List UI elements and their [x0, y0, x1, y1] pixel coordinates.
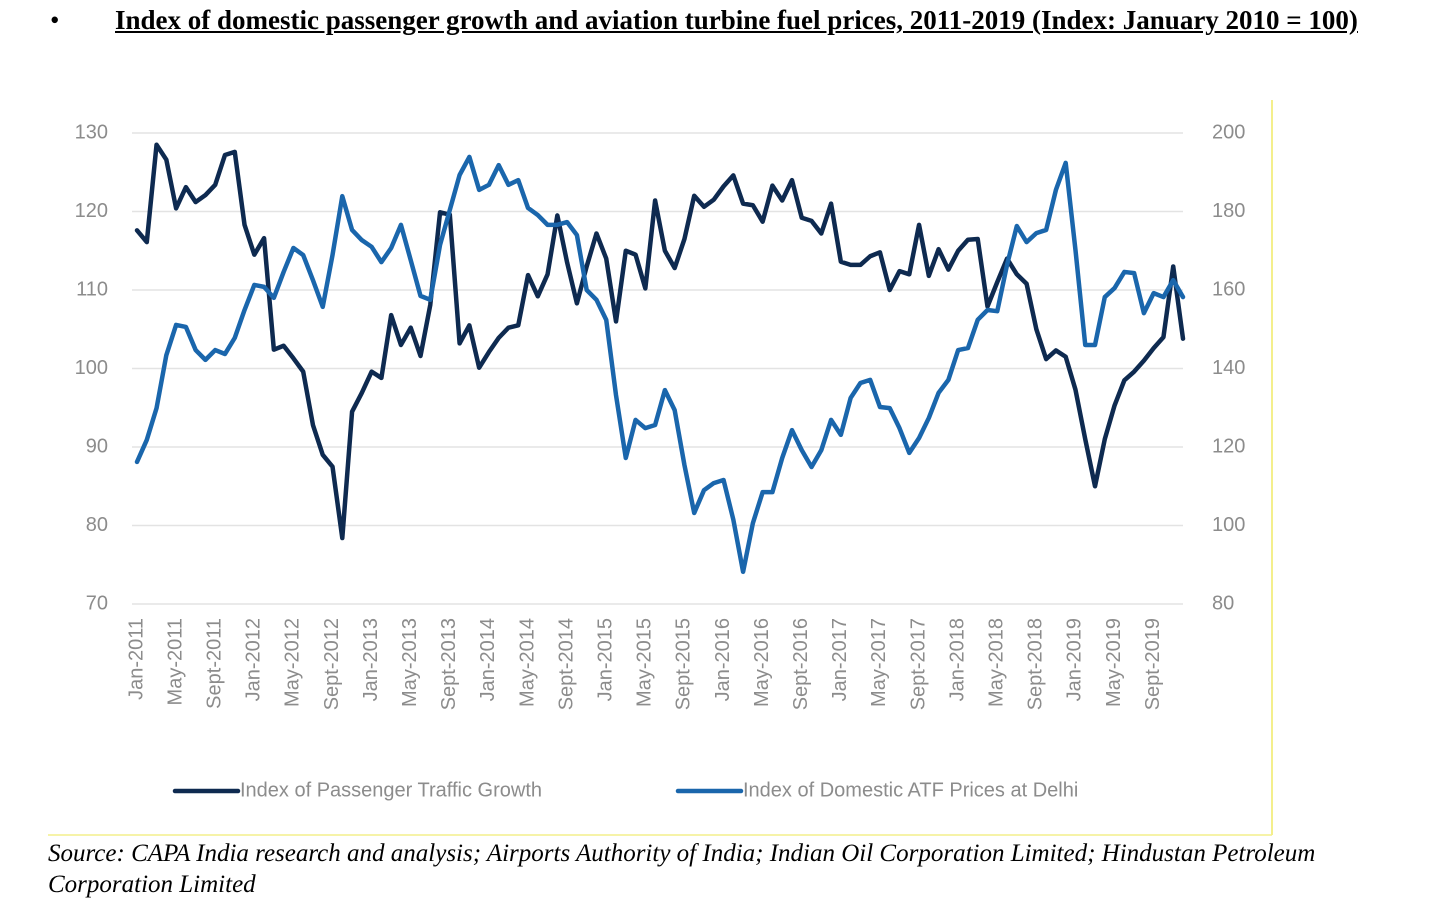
x-tick-label: Sept-2014	[555, 618, 577, 710]
x-tick-label: Sept-2017	[907, 618, 929, 710]
x-tick-label: May-2019	[1103, 618, 1125, 707]
x-tick-label: May-2013	[399, 618, 421, 707]
x-tick-label: Sept-2011	[203, 618, 225, 709]
x-tick-label: Sept-2012	[321, 618, 343, 710]
y-tick-label: 80	[86, 514, 108, 536]
x-tick-label: Sept-2018	[1025, 618, 1047, 710]
x-tick-label: Sept-2016	[790, 618, 812, 710]
x-tick-label: May-2011	[164, 618, 186, 705]
legend-label: Index of Domestic ATF Prices at Delhi	[743, 779, 1078, 801]
y-tick-label: 100	[75, 357, 108, 379]
y2-tick-label: 120	[1212, 435, 1245, 457]
series-line	[134, 154, 1186, 575]
source-note: Source: CAPA India research and analysis…	[48, 840, 1316, 898]
x-tick-label: May-2015	[634, 618, 656, 707]
series-line	[134, 142, 1186, 541]
y-tick-label: 130	[75, 121, 108, 143]
y-tick-label: 70	[86, 592, 108, 614]
x-tick-label: May-2016	[751, 618, 773, 707]
x-tick-label: Jan-2011	[125, 618, 147, 700]
chart-title: Index of domestic passenger growth and a…	[115, 5, 1358, 35]
chart: 70 80 90 100 110 120 130 80 100 120 140 160 180 200 Ja…	[48, 100, 1273, 836]
x-tick-label: Jan-2017	[829, 618, 851, 701]
y2-tick-label: 80	[1212, 592, 1234, 614]
x-tick-label: Jan-2015	[595, 618, 617, 701]
y-tick-label: 110	[76, 278, 108, 300]
x-tick-label: Jan-2013	[360, 618, 382, 701]
x-tick-label: May-2018	[986, 618, 1008, 707]
x-tick-label: Jan-2012	[243, 618, 265, 701]
y2-tick-label: 100	[1212, 514, 1245, 536]
y2-tick-label: 140	[1212, 357, 1245, 379]
x-tick-label: Jan-2018	[946, 618, 968, 701]
x-tick-label: Sept-2013	[438, 618, 460, 710]
x-tick-label: May-2017	[868, 618, 890, 707]
y-tick-label: 90	[86, 435, 108, 457]
x-tick-label: Sept-2019	[1142, 618, 1164, 710]
x-tick-label: Jan-2019	[1064, 618, 1086, 701]
y2-tick-label: 180	[1212, 200, 1245, 222]
legend-label: Index of Passenger Traffic Growth	[240, 779, 542, 801]
bullet: •	[50, 5, 60, 35]
y-tick-label: 120	[75, 200, 108, 222]
x-tick-label: Jan-2016	[712, 618, 734, 701]
x-tick-label: Sept-2015	[673, 618, 695, 710]
y2-tick-label: 160	[1212, 278, 1245, 300]
x-tick-label: Jan-2014	[477, 618, 499, 701]
x-tick-label: May-2012	[282, 618, 304, 707]
x-tick-label: May-2014	[516, 618, 538, 707]
y2-tick-label: 200	[1212, 121, 1245, 143]
